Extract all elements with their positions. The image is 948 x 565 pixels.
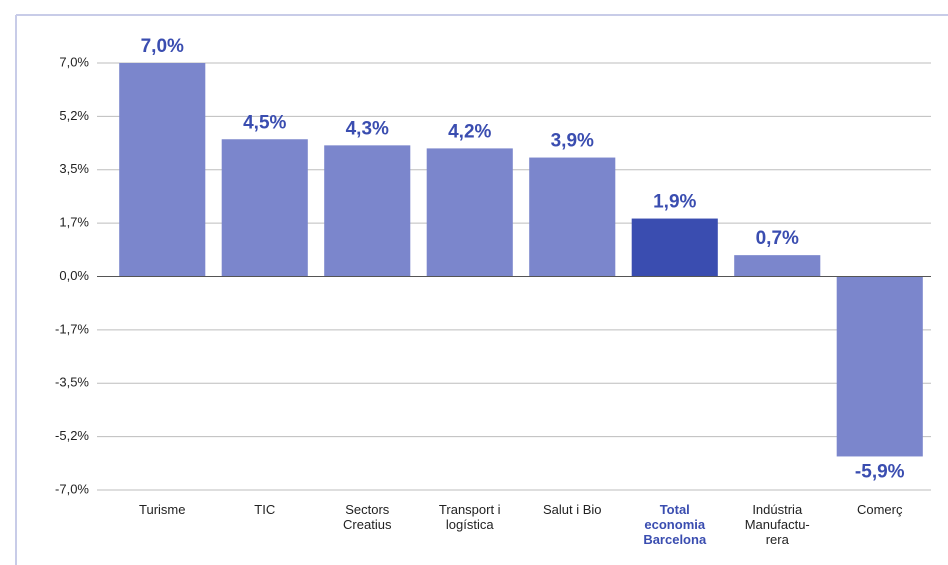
x-tick-label: Indústria Manufactu-rera: [744, 502, 810, 547]
value-label: 7,0%: [141, 36, 184, 57]
value-label: 3,9%: [551, 131, 594, 152]
y-tick-label: 5,2%: [59, 108, 89, 123]
bar: [734, 255, 821, 277]
bar: [529, 157, 616, 277]
y-tick-label: 3,5%: [59, 161, 89, 176]
y-tick-label: -5,2%: [55, 428, 89, 443]
value-label: 4,2%: [448, 121, 491, 142]
value-label: 4,3%: [346, 118, 389, 139]
x-tick-label: Sectors Creatius: [343, 502, 392, 532]
y-tick-label: 1,7%: [59, 215, 89, 230]
bar: [426, 148, 513, 277]
x-tick-label: Total economia Barcelona: [643, 502, 707, 547]
x-tick-label: Turisme: [139, 502, 186, 517]
y-tick-label: -3,5%: [55, 375, 89, 390]
x-tick-label: Transport i logística: [438, 502, 501, 532]
x-tick-label: Comerç: [856, 502, 903, 517]
x-tick-label: TIC: [254, 502, 276, 517]
bar: [119, 63, 206, 277]
y-tick-label: -1,7%: [55, 321, 89, 336]
value-label: 4,5%: [243, 112, 286, 133]
value-label: 0,7%: [756, 228, 799, 249]
bar: [324, 145, 411, 277]
bar: [221, 139, 308, 277]
y-tick-label: 0,0%: [59, 268, 89, 283]
x-tick-label: Salut i Bio: [542, 502, 602, 517]
y-tick-label: -7,0%: [55, 481, 89, 496]
y-tick-label: 7,0%: [59, 54, 89, 69]
bar: [836, 276, 923, 457]
value-label: 1,9%: [653, 192, 696, 213]
value-label: -5,9%: [855, 461, 905, 482]
bar: [631, 218, 718, 277]
